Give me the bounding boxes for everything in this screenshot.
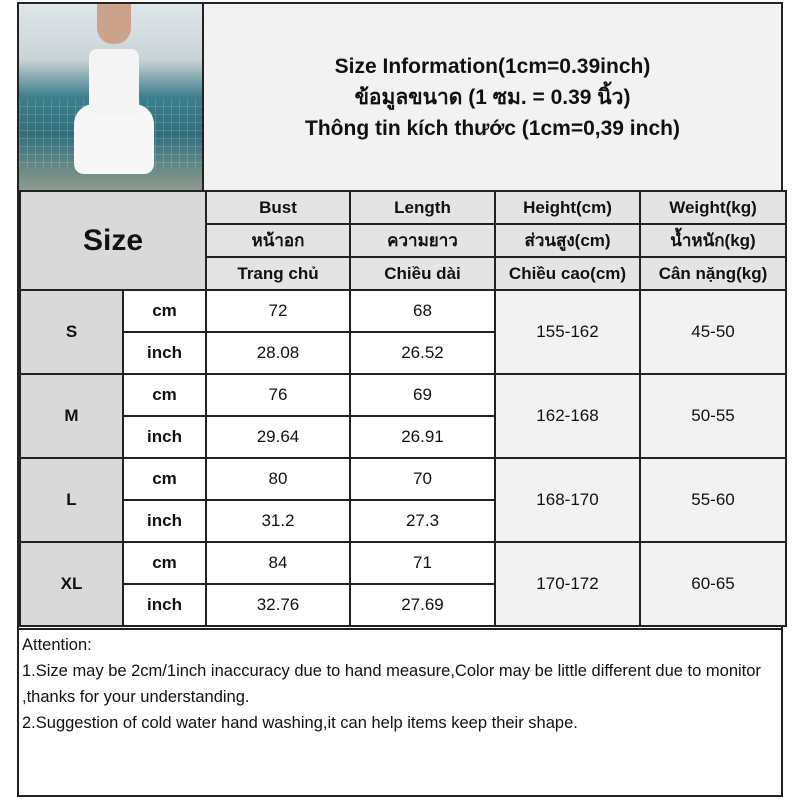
header-row-english: Size Bust Length Height(cm) Weight(kg) <box>19 190 787 291</box>
size-label: S <box>19 289 124 375</box>
title-thai: ข้อมูลขนาด (1 ซม. = 0.39 นิ้ว) <box>354 85 631 109</box>
height-range: 170-172 <box>494 541 641 627</box>
col-weight: Weight(kg) <box>639 190 787 225</box>
length-inch: 27.69 <box>349 583 496 627</box>
notes-heading: Attention: <box>22 636 92 654</box>
bust-inch: 31.2 <box>205 499 351 543</box>
height-range: 162-168 <box>494 373 641 459</box>
col-length-vi: Chiều dài <box>349 256 496 291</box>
col-height: Height(cm) <box>494 190 641 225</box>
weight-range: 50-55 <box>639 373 787 459</box>
col-bust: Bust <box>205 190 351 225</box>
size-info-title: Size Information(1cm=0.39inch) ข้อมูลขนา… <box>204 4 781 190</box>
weight-range: 45-50 <box>639 289 787 375</box>
bust-cm: 84 <box>205 541 351 585</box>
note-item: 1.Size may be 2cm/1inch inaccuracy due t… <box>22 662 761 706</box>
col-height-vi: Chiều cao(cm) <box>494 256 641 291</box>
size-label: XL <box>19 541 124 627</box>
length-cm: 69 <box>349 373 496 417</box>
height-range: 155-162 <box>494 289 641 375</box>
unit-inch: inch <box>122 499 207 543</box>
header-row-vietnamese: Trang chủ Chiều dài Chiều cao(cm) Cân nặ… <box>20 256 787 291</box>
length-cm: 70 <box>349 457 496 501</box>
size-label: L <box>19 457 124 543</box>
weight-range: 60-65 <box>639 541 787 627</box>
bust-cm: 76 <box>205 373 351 417</box>
size-chart: Size Information(1cm=0.39inch) ข้อมูลขนา… <box>17 2 787 797</box>
bust-cm: 80 <box>205 457 351 501</box>
length-inch: 26.91 <box>349 415 496 459</box>
table-row-inch: inch 29.64 26.91 <box>20 415 786 459</box>
col-weight-vi: Cân nặng(kg) <box>639 256 787 291</box>
attention-notes: Attention: 1.Size may be 2cm/1inch inacc… <box>19 628 781 795</box>
product-photo <box>19 4 204 190</box>
col-bust-vi: Trang chủ <box>205 256 351 291</box>
size-header: Size <box>19 190 207 291</box>
unit-cm: cm <box>122 541 207 585</box>
title-vietnamese: Thông tin kích thước (1cm=0,39 inch) <box>305 116 680 140</box>
header-row-thai: หน้าอก ความยาว ส่วนสูง(cm) น้ำหนัก(kg) <box>20 223 787 258</box>
col-bust-th: หน้าอก <box>205 223 351 258</box>
bust-inch: 28.08 <box>205 331 351 375</box>
table-row-inch: inch 28.08 26.52 <box>20 331 786 375</box>
unit-cm: cm <box>122 457 207 501</box>
bust-inch: 29.64 <box>205 415 351 459</box>
height-range: 168-170 <box>494 457 641 543</box>
table-row-inch: inch 31.2 27.3 <box>20 499 786 543</box>
unit-inch: inch <box>122 331 207 375</box>
note-item: 2.Suggestion of cold water hand washing,… <box>22 714 578 732</box>
length-inch: 26.52 <box>349 331 496 375</box>
unit-cm: cm <box>122 289 207 333</box>
table-row-cm: XL cm 84 71 170-172 60-65 <box>19 541 787 627</box>
col-length-th: ความยาว <box>349 223 496 258</box>
bust-inch: 32.76 <box>205 583 351 627</box>
unit-inch: inch <box>122 583 207 627</box>
bust-cm: 72 <box>205 289 351 333</box>
length-cm: 68 <box>349 289 496 333</box>
length-inch: 27.3 <box>349 499 496 543</box>
unit-cm: cm <box>122 373 207 417</box>
size-table: Size Bust Length Height(cm) Weight(kg) ห… <box>19 190 787 627</box>
col-length: Length <box>349 190 496 225</box>
title-english: Size Information(1cm=0.39inch) <box>334 54 651 78</box>
col-height-th: ส่วนสูง(cm) <box>494 223 641 258</box>
unit-inch: inch <box>122 415 207 459</box>
col-weight-th: น้ำหนัก(kg) <box>639 223 787 258</box>
weight-range: 55-60 <box>639 457 787 543</box>
length-cm: 71 <box>349 541 496 585</box>
table-row-inch: inch 32.76 27.69 <box>20 583 786 627</box>
size-label: M <box>19 373 124 459</box>
